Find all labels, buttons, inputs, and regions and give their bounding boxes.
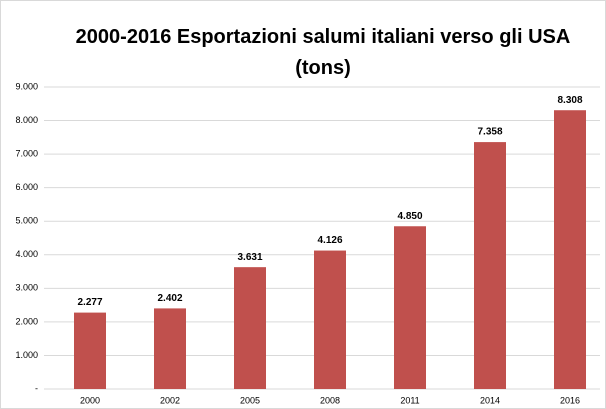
- y-tick-label: 1.000: [15, 350, 38, 360]
- x-tick-label: 2005: [240, 395, 260, 405]
- y-tick-label: 3.000: [15, 283, 38, 293]
- y-tick-label: 6.000: [15, 182, 38, 192]
- y-tick-label: 4.000: [15, 249, 38, 259]
- value-label: 4.850: [397, 211, 422, 222]
- x-tick-label: 2008: [320, 395, 340, 405]
- bar: [154, 308, 186, 389]
- y-tick-label: 2.000: [15, 316, 38, 326]
- x-tick-label: 2002: [160, 395, 180, 405]
- x-tick-label: 2014: [480, 395, 500, 405]
- value-label: 7.358: [477, 127, 502, 138]
- y-tick-label: 9.000: [15, 81, 38, 91]
- x-tick-label: 2016: [560, 395, 580, 405]
- x-tick-label: 2000: [80, 395, 100, 405]
- bar: [394, 226, 426, 389]
- value-label: 4.126: [317, 235, 342, 246]
- value-label: 2.277: [77, 297, 102, 308]
- x-tick-label: 2011: [400, 395, 419, 405]
- chart-title: 2000-2016 Esportazioni salumi italiani v…: [75, 26, 571, 79]
- y-tick-label: 5.000: [15, 216, 38, 226]
- bar: [74, 312, 106, 389]
- bar: [474, 142, 506, 389]
- value-label: 8.308: [557, 95, 582, 106]
- value-label: 3.631: [237, 252, 262, 263]
- y-tick-label: 7.000: [15, 148, 38, 158]
- value-label: 2.402: [157, 293, 182, 304]
- y-tick-label: 8.000: [15, 115, 38, 125]
- y-tick-label: -: [35, 383, 38, 393]
- bar: [314, 250, 346, 389]
- bar: [554, 110, 586, 389]
- bar: [234, 267, 266, 389]
